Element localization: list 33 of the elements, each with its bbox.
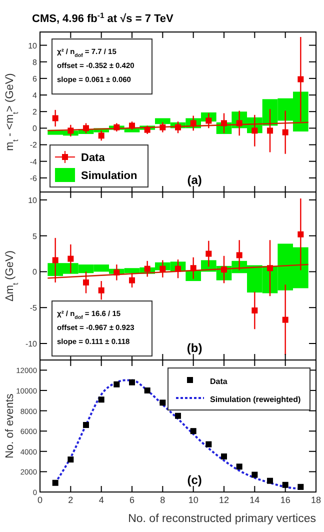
x-axis-title: No. of reconstructed primary vertices — [128, 513, 316, 525]
x-tick-label: 6 — [129, 495, 135, 505]
y-tick-label: -6 — [30, 174, 38, 183]
y-axis-title: No. of events — [4, 393, 16, 458]
y-tick-label: 0 — [32, 124, 38, 134]
x-tick-label: 10 — [188, 495, 198, 505]
y-tick-label: -4 — [30, 157, 38, 166]
y-tick-label: 4 — [32, 91, 38, 100]
y-tick-label: 6 — [32, 74, 38, 84]
legend-label: Data — [210, 377, 228, 386]
y-tick-label: -5 — [30, 304, 38, 313]
x-tick-label: 2 — [68, 495, 74, 505]
y-tick-label: 0 — [32, 268, 38, 277]
x-tick-label: 18 — [310, 495, 322, 505]
y-tick-label: 10 — [28, 41, 38, 50]
chart-title: CMS, 4.96 fb$^{-1}$ at √s = 7 TeV — [32, 10, 174, 25]
annotation: (c) — [187, 473, 202, 487]
x-tick-label: 16 — [280, 495, 290, 505]
legend-label: Simulation (reweighted) — [210, 395, 302, 404]
annotation: (a) — [187, 173, 202, 187]
annotation: (b) — [186, 341, 202, 355]
x-tick-label: 14 — [250, 495, 260, 505]
y-tick-label: -10 — [25, 339, 38, 348]
y-tick-label: 2 — [32, 108, 38, 117]
y-tick-label: 5 — [32, 232, 38, 241]
y-tick-label: -2 — [30, 140, 38, 150]
y-tick-label: 8 — [32, 58, 38, 67]
y-tick-label: 10 — [28, 196, 38, 205]
x-tick-label: 8 — [160, 495, 166, 505]
x-tick-label: 12 — [218, 495, 230, 505]
legend-label: Data — [81, 152, 106, 164]
x-tick-label: 4 — [98, 495, 104, 505]
legend-label: Simulation — [81, 170, 138, 182]
